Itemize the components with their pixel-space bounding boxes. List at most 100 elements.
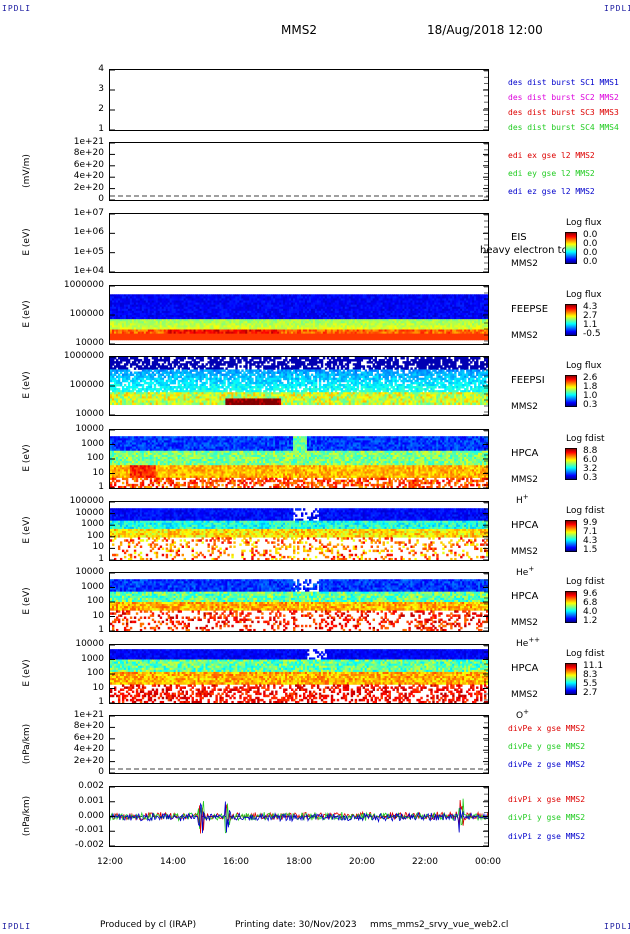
corner-mark-bottom-left: IPDLI — [2, 922, 31, 931]
colorbar-value: -0.5 — [583, 330, 601, 339]
x-tick-label: 12:00 — [90, 857, 130, 867]
y-tick-label: 10 — [44, 611, 104, 621]
legend-entry: divPi y gse MMS2 — [508, 813, 585, 822]
colorbar-title: Log flux — [566, 361, 602, 371]
x-tick-label: 20:00 — [342, 857, 382, 867]
x-tick-label: 18:00 — [279, 857, 319, 867]
spectrogram-p5 — [110, 357, 489, 406]
legend-entry: des dist burst SC4 MMS4 — [508, 123, 619, 132]
y-tick-label: 10 — [44, 468, 104, 478]
species-label: He+ — [516, 565, 534, 578]
y-tick-label: 1000000 — [44, 280, 104, 290]
date-title: 18/Aug/2018 12:00 — [427, 23, 543, 37]
legend-entry: des dist burst SC3 MMS3 — [508, 108, 619, 117]
colorbar-title: Log flux — [566, 290, 602, 300]
x-tick-label: 00:00 — [468, 857, 508, 867]
y-tick-label: 3 — [44, 84, 104, 94]
colorbar-value: 1.8 — [583, 383, 597, 392]
corner-mark-top-right: IPDLI — [604, 4, 630, 13]
y-tick-label: 6e+20 — [44, 160, 104, 170]
colorbar-value: 0.3 — [583, 474, 597, 483]
y-tick-label: 1 — [44, 625, 104, 635]
colorbar — [565, 520, 577, 552]
y-tick-label: 1e+21 — [44, 710, 104, 720]
y-tick-label: 1 — [44, 697, 104, 707]
y-tick-label: 6e+20 — [44, 733, 104, 743]
species-label: H+ — [516, 493, 529, 506]
colorbar — [565, 375, 577, 407]
instrument-label: FEEPSI — [511, 375, 545, 386]
colorbar-title: Log fdist — [566, 577, 605, 587]
spectrogram-p6 — [110, 436, 489, 489]
corner-mark-top-left: IPDLI — [2, 4, 31, 13]
colorbar-value: 0.0 — [583, 240, 597, 249]
spacecraft-label: MMS2 — [511, 690, 538, 700]
spacecraft-label: MMS2 — [511, 402, 538, 412]
y-tick-label: 10000 — [44, 338, 104, 348]
instrument-label: HPCA — [511, 591, 538, 602]
plot-frame — [109, 501, 489, 561]
y-tick-label: 1e+21 — [44, 137, 104, 147]
plot-frame — [109, 142, 489, 201]
colorbar — [565, 232, 577, 264]
species-label: He++ — [516, 636, 540, 649]
colorbar-title: Log fdist — [566, 649, 605, 659]
y-tick-label: 2e+20 — [44, 183, 104, 193]
y-tick-label: 8e+20 — [44, 721, 104, 731]
colorbar-value: 5.5 — [583, 680, 597, 689]
footer-printing-date: Printing date: 30/Nov/2023 — [235, 920, 357, 930]
y-tick-label: 100 — [44, 453, 104, 463]
y-tick-label: 1000 — [44, 439, 104, 449]
colorbar-value: 2.7 — [583, 312, 597, 321]
colorbar-value: 0.0 — [583, 249, 597, 258]
spectrogram-p9 — [110, 649, 489, 704]
plot-frame — [109, 572, 489, 632]
plot-frame — [109, 429, 489, 489]
y-tick-label: 10 — [44, 542, 104, 552]
colorbar-value: 1.0 — [583, 392, 597, 401]
y-tick-label: 2 — [44, 104, 104, 114]
y-tick-label: 0 — [44, 767, 104, 777]
colorbar-value: 1.1 — [583, 321, 597, 330]
spectrogram-p8 — [110, 579, 489, 632]
footer-producer: Produced by cl (IRAP) — [100, 920, 196, 930]
y-tick-label: 1 — [44, 554, 104, 564]
spacecraft-label: MMS2 — [511, 259, 538, 269]
colorbar-title: Log fdist — [566, 434, 605, 444]
legend-entry: divPe x gse MMS2 — [508, 724, 585, 733]
colorbar-value: 1.2 — [583, 617, 597, 626]
y-tick-label: 1000 — [44, 519, 104, 529]
colorbar-title: Log flux — [566, 218, 602, 228]
colorbar-value: 6.0 — [583, 456, 597, 465]
y-tick-label: 1 — [44, 482, 104, 492]
instrument-label: FEEPSE — [511, 304, 548, 315]
y-tick-label: 10000 — [44, 567, 104, 577]
instrument-label: HPCA — [511, 448, 538, 459]
plot-frame — [109, 786, 489, 847]
y-tick-label: 0.002 — [44, 781, 104, 791]
plot-frame — [109, 69, 489, 131]
colorbar-value: 11.1 — [583, 662, 603, 671]
colorbar-value: 3.2 — [583, 465, 597, 474]
instrument-label: HPCA — [511, 520, 538, 531]
spacecraft-title: MMS2 — [281, 23, 317, 37]
colorbar-value: 9.6 — [583, 590, 597, 599]
y-tick-label: 10000 — [44, 424, 104, 434]
colorbar-value: 6.8 — [583, 599, 597, 608]
y-tick-label: 0 — [44, 194, 104, 204]
colorbar-value: 8.8 — [583, 447, 597, 456]
y-tick-label: 10000 — [44, 508, 104, 518]
legend-entry: des dist burst SC1 MMS1 — [508, 78, 619, 87]
y-tick-label: 100 — [44, 668, 104, 678]
colorbar-value: 2.7 — [583, 689, 597, 698]
plot-frame — [109, 644, 489, 704]
y-tick-label: 1e+06 — [44, 227, 104, 237]
colorbar-value: 7.1 — [583, 528, 597, 537]
y-tick-label: 100000 — [44, 380, 104, 390]
y-tick-label: 4e+20 — [44, 744, 104, 754]
colorbar-value: 1.5 — [583, 546, 597, 555]
colorbar-value: 9.9 — [583, 519, 597, 528]
legend-entry: divPe z gse MMS2 — [508, 760, 585, 769]
y-tick-label: -0.002 — [44, 840, 104, 850]
y-tick-label: 1000 — [44, 654, 104, 664]
